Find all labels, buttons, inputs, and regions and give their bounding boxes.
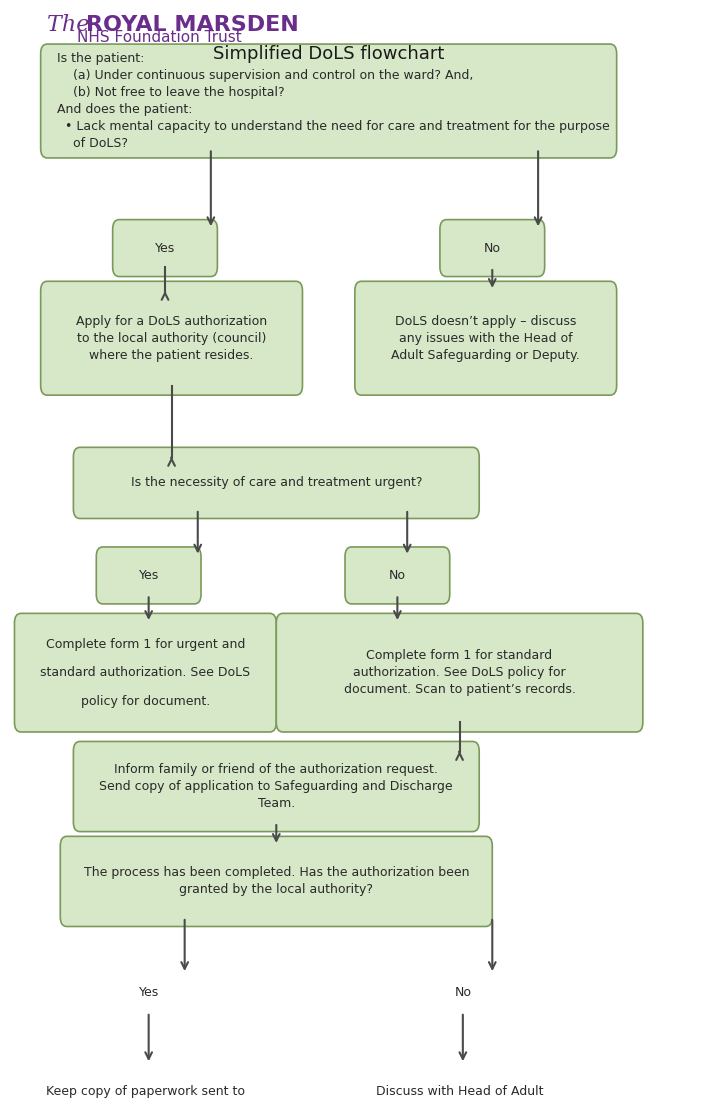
Text: DoLS doesn’t apply – discuss
any issues with the Head of
Adult Safeguarding or D: DoLS doesn’t apply – discuss any issues … <box>392 315 580 362</box>
FancyBboxPatch shape <box>14 1055 276 1100</box>
Text: Discuss with Head of Adult
Safeguarding or Deputy.: Discuss with Head of Adult Safeguarding … <box>376 1085 543 1100</box>
Text: The: The <box>47 14 97 36</box>
FancyBboxPatch shape <box>40 282 302 395</box>
FancyBboxPatch shape <box>96 965 201 1022</box>
FancyBboxPatch shape <box>355 282 617 395</box>
Text: Inform family or friend of the authorization request.
Send copy of application t: Inform family or friend of the authoriza… <box>100 763 453 810</box>
Text: Keep copy of paperwork sent to
Head of Adult Safeguarding.: Keep copy of paperwork sent to Head of A… <box>46 1085 245 1100</box>
FancyBboxPatch shape <box>113 220 217 276</box>
Text: policy for document.: policy for document. <box>81 694 210 707</box>
Text: NHS Foundation Trust: NHS Foundation Trust <box>76 30 241 45</box>
FancyBboxPatch shape <box>96 547 201 604</box>
FancyBboxPatch shape <box>60 836 492 926</box>
FancyBboxPatch shape <box>411 965 515 1022</box>
Text: The process has been completed. Has the authorization been
granted by the local : The process has been completed. Has the … <box>84 867 469 896</box>
FancyBboxPatch shape <box>40 44 617 158</box>
Text: No: No <box>455 987 472 1000</box>
Text: Simplified DoLS flowchart: Simplified DoLS flowchart <box>213 45 445 63</box>
Text: Is the patient:
    (a) Under continuous supervision and control on the ward? An: Is the patient: (a) Under continuous sup… <box>57 52 610 150</box>
FancyBboxPatch shape <box>276 1055 643 1100</box>
Text: No: No <box>484 242 501 254</box>
Text: Yes: Yes <box>139 987 159 1000</box>
FancyBboxPatch shape <box>276 614 643 732</box>
FancyBboxPatch shape <box>440 220 544 276</box>
Text: Apply for a DoLS authorization
to the local authority (council)
where the patien: Apply for a DoLS authorization to the lo… <box>76 315 267 362</box>
FancyBboxPatch shape <box>74 741 479 832</box>
Text: Complete form 1 for urgent and: Complete form 1 for urgent and <box>46 638 245 651</box>
FancyBboxPatch shape <box>345 547 450 604</box>
Text: No: No <box>389 569 406 582</box>
FancyBboxPatch shape <box>74 448 479 518</box>
Text: Is the necessity of care and treatment urgent?: Is the necessity of care and treatment u… <box>130 476 422 490</box>
Text: ROYAL MARSDEN: ROYAL MARSDEN <box>86 15 299 35</box>
Text: Complete form 1 for standard
authorization. See DoLS policy for
document. Scan t: Complete form 1 for standard authorizati… <box>343 649 576 696</box>
Text: Yes: Yes <box>155 242 175 254</box>
Text: standard authorization. See DoLS: standard authorization. See DoLS <box>40 667 251 679</box>
FancyBboxPatch shape <box>14 614 276 732</box>
Text: Yes: Yes <box>139 569 159 582</box>
